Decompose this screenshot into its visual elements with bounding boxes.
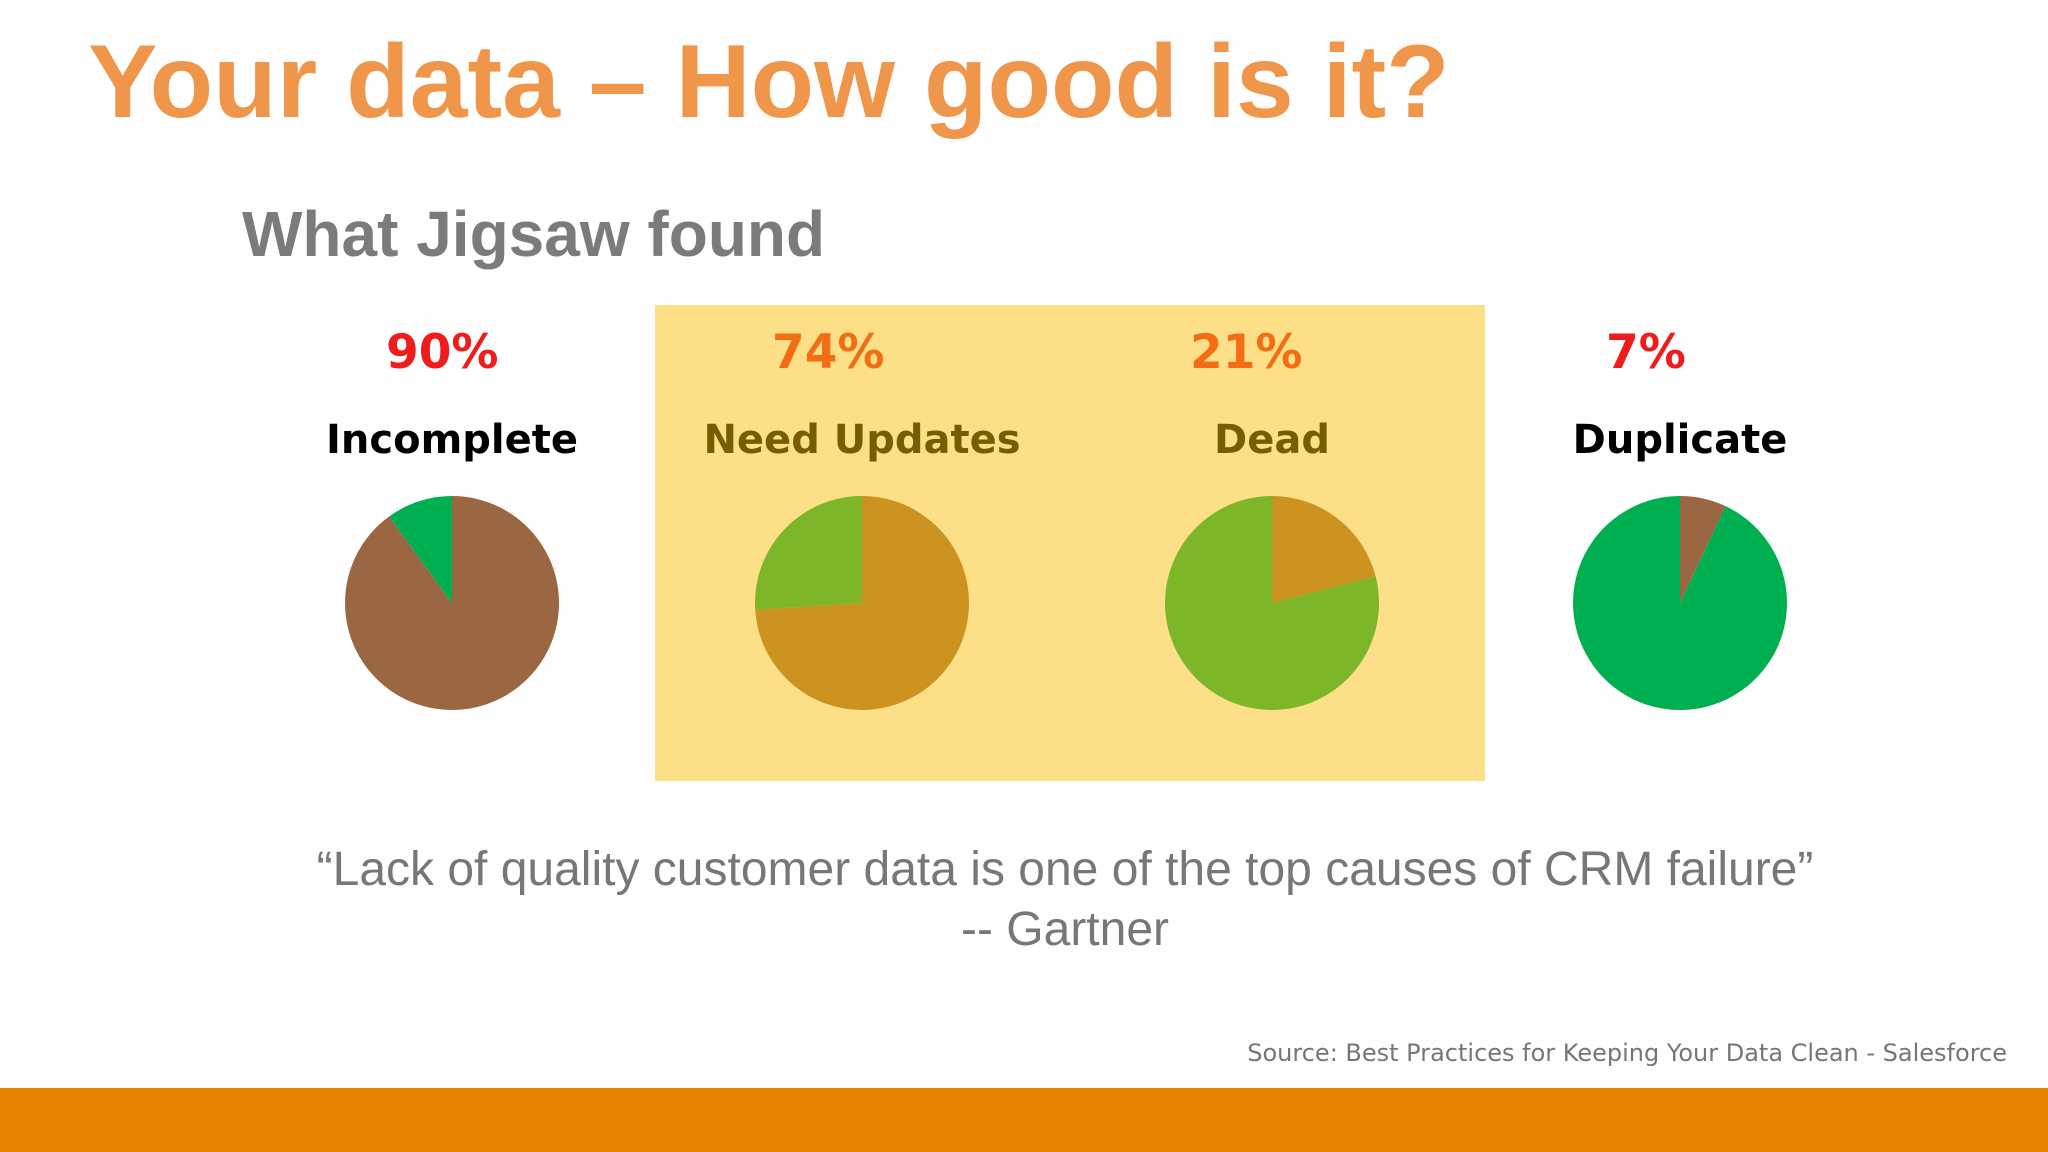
quote-attribution: -- Gartner <box>960 903 1170 956</box>
pie-slice <box>345 496 560 710</box>
pie-slice <box>755 496 969 710</box>
slide-title: Your data – How good is it? <box>88 24 1450 140</box>
pie-percent-label: 90% <box>386 325 499 380</box>
pie-slice <box>1680 496 1726 603</box>
pie-chart-need-updates <box>754 496 969 710</box>
quote: “Lack of quality customer data is one of… <box>0 840 2048 960</box>
footer-bar <box>0 1088 2048 1152</box>
pie-slice <box>1165 496 1380 710</box>
quote-text: “Lack of quality customer data is one of… <box>316 843 1814 896</box>
source-citation: Source: Best Practices for Keeping Your … <box>1247 1039 2007 1067</box>
pie-slice <box>389 496 452 603</box>
pie-block-need-updates: 74% Need Updates <box>652 320 1072 740</box>
pie-category-label: Duplicate <box>1572 417 1788 463</box>
pie-percent-label: 21% <box>1190 325 1303 380</box>
pie-block-incomplete: 90% Incomplete <box>242 320 662 740</box>
pie-slice <box>754 496 862 610</box>
pie-category-label: Incomplete <box>326 417 578 463</box>
pie-slice <box>1573 496 1788 710</box>
slide-subtitle: What Jigsaw found <box>242 198 826 270</box>
pie-slice <box>1272 496 1376 603</box>
pie-category-label: Need Updates <box>703 417 1021 463</box>
pie-percent-label: 74% <box>772 325 885 380</box>
pie-block-duplicate: 7% Duplicate <box>1470 320 1890 740</box>
pie-category-label: Dead <box>1214 417 1330 463</box>
pie-percent-label: 7% <box>1606 325 1686 380</box>
pie-chart-dead <box>1165 496 1380 710</box>
pie-block-dead: 21% Dead <box>1062 320 1482 740</box>
pie-chart-duplicate <box>1573 496 1788 710</box>
pie-chart-incomplete <box>345 496 560 710</box>
